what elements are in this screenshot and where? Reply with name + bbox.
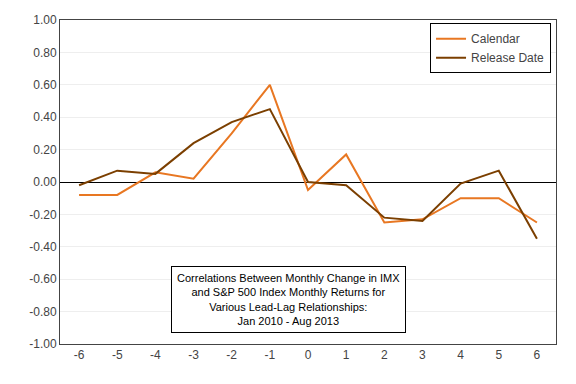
svg-text:Release Date: Release Date [471, 51, 544, 65]
svg-text:2: 2 [381, 348, 388, 362]
svg-text:-1: -1 [265, 348, 276, 362]
svg-text:-0.60: -0.60 [29, 272, 57, 286]
svg-text:6: 6 [534, 348, 541, 362]
svg-text:0.60: 0.60 [33, 78, 57, 92]
svg-text:0.40: 0.40 [33, 110, 57, 124]
svg-text:-5: -5 [112, 348, 123, 362]
svg-text:0.80: 0.80 [33, 46, 57, 60]
svg-text:Calendar: Calendar [471, 32, 520, 46]
svg-text:-0.80: -0.80 [29, 305, 57, 319]
svg-text:Correlations Between Monthly C: Correlations Between Monthly Change in I… [177, 272, 400, 327]
svg-text:-4: -4 [150, 348, 161, 362]
svg-text:-3: -3 [188, 348, 199, 362]
svg-text:-6: -6 [74, 348, 85, 362]
svg-text:5: 5 [495, 348, 502, 362]
svg-text:3: 3 [419, 348, 426, 362]
svg-text:1: 1 [343, 348, 350, 362]
svg-text:-2: -2 [226, 348, 237, 362]
svg-text:0: 0 [305, 348, 312, 362]
svg-text:1.00: 1.00 [33, 13, 57, 27]
svg-text:-0.20: -0.20 [29, 208, 57, 222]
svg-text:0.00: 0.00 [33, 175, 57, 189]
svg-text:0.20: 0.20 [33, 143, 57, 157]
svg-text:-0.40: -0.40 [29, 240, 57, 254]
svg-text:4: 4 [457, 348, 464, 362]
svg-text:-1.00: -1.00 [29, 337, 57, 351]
